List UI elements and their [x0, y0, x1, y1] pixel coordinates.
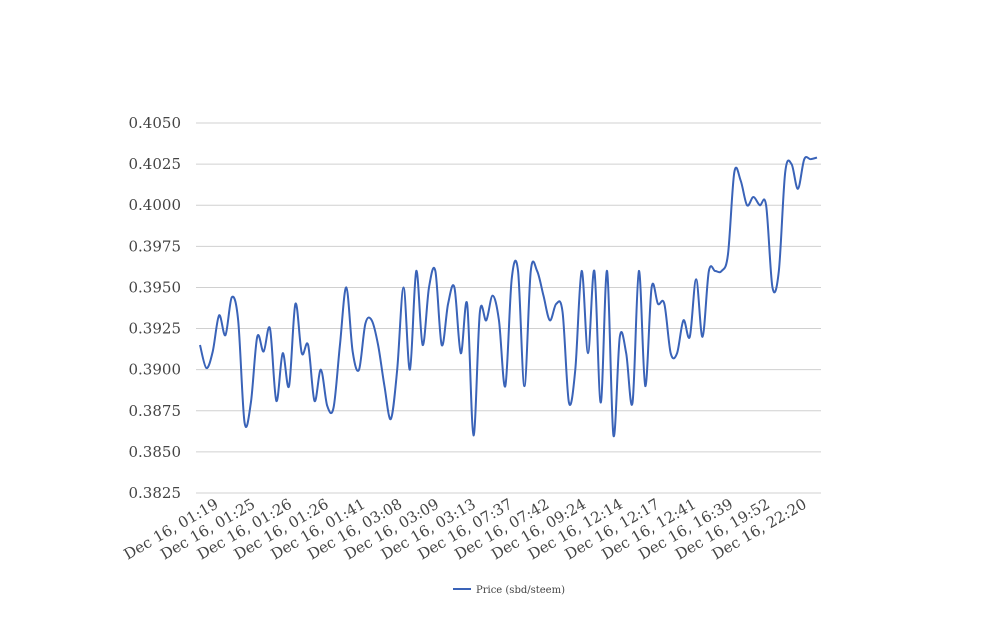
y-tick-label: 0.3975 [129, 237, 182, 255]
y-tick-label: 0.3950 [129, 278, 182, 296]
y-tick-label: 0.3875 [129, 402, 182, 420]
legend: Price (sbd/steem) [453, 585, 565, 596]
y-tick-label: 0.3900 [129, 361, 182, 379]
y-tick-label: 0.4000 [129, 196, 182, 214]
y-tick-label: 0.3850 [129, 443, 182, 461]
series-line [200, 157, 817, 436]
series-layer [200, 157, 817, 436]
y-axis-ticks: 0.3825 0.3850 0.3875 0.3900 0.3925 0.3950 0.39… [129, 114, 182, 502]
y-tick-label: 0.4050 [129, 114, 182, 132]
gridlines [196, 123, 821, 493]
legend-label: Price (sbd/steem) [476, 585, 565, 596]
y-tick-label: 0.3825 [129, 484, 182, 502]
y-tick-label: 0.3925 [129, 320, 182, 338]
y-tick-label: 0.4025 [129, 155, 182, 173]
